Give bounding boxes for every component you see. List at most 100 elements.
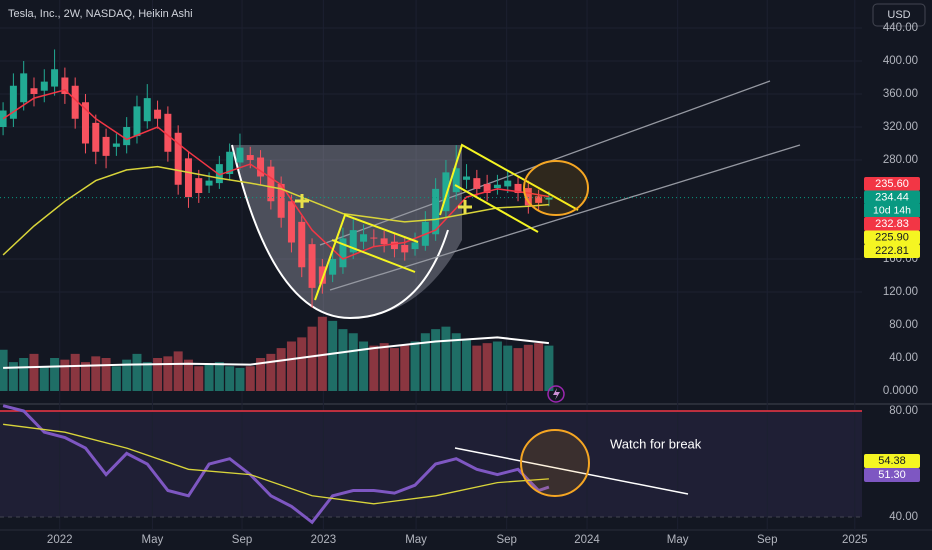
volume-bar [214, 362, 224, 391]
volume-bar [173, 351, 183, 391]
candle-body [493, 184, 501, 189]
flag-1-top [314, 213, 419, 301]
y-tick-label: 400.00 [883, 55, 918, 67]
candle-body [236, 147, 244, 163]
x-tick-label: Sep [496, 534, 516, 546]
x-tick-label: 2022 [47, 534, 73, 546]
candle-body [287, 201, 295, 243]
candle-body [123, 127, 131, 146]
volume-bar [297, 337, 307, 391]
x-tick-label: 2024 [574, 534, 600, 546]
volume-bar [369, 345, 379, 391]
cross-markers [295, 194, 472, 214]
candle-body [463, 176, 471, 180]
volume-average [3, 336, 550, 369]
event-icon[interactable] [547, 385, 565, 403]
volume-bar [472, 345, 482, 391]
candle-body [401, 244, 409, 253]
x-tick-label: May [667, 534, 689, 546]
volume-bar [420, 333, 430, 391]
volume-bar [286, 341, 296, 391]
volume-bar [276, 348, 286, 391]
x-tick-label: May [142, 534, 164, 546]
currency-button[interactable] [872, 3, 926, 27]
volume-bar [462, 339, 472, 391]
volume-bar [101, 358, 111, 391]
volume-bar [153, 358, 163, 391]
candle-body [20, 73, 28, 103]
y-tick-label: 40.00 [889, 511, 918, 523]
x-tick-label: Sep [232, 534, 252, 546]
volume-bar [256, 358, 266, 391]
candle-body [473, 178, 481, 189]
candle-body [411, 242, 419, 250]
y-tick-label: 40.00 [889, 352, 918, 364]
volume-bar [70, 353, 80, 391]
price-label: 225.90 [875, 231, 909, 243]
volume-bar [142, 362, 152, 391]
candle-body [61, 77, 69, 94]
price-label-bg [864, 230, 920, 245]
candle-body [318, 266, 326, 284]
candle-body [267, 166, 275, 202]
price-label-bg [864, 217, 920, 231]
candle-body [102, 136, 110, 156]
volume-bar [204, 364, 214, 391]
volume-bar [19, 358, 29, 391]
volume-bar [534, 343, 544, 391]
candle-body [184, 158, 192, 198]
candle-body [514, 183, 522, 193]
annotation: Watch for break [610, 436, 702, 451]
price-label: 232.83 [875, 218, 909, 230]
candle-body [360, 234, 368, 242]
volume-bar [39, 366, 49, 391]
volume-bar [544, 345, 554, 391]
price-label-bg [864, 454, 920, 468]
candle-body [524, 188, 532, 206]
candle-body [370, 237, 378, 239]
candle-body [308, 244, 316, 288]
plot [0, 49, 862, 525]
volume-bar [80, 362, 90, 391]
price-label: 222.81 [875, 245, 909, 257]
candle-body [215, 164, 223, 184]
candle-body [257, 157, 265, 177]
candle-body [133, 106, 141, 137]
flag-1-bottom [331, 239, 416, 273]
currency-label: USD [887, 9, 910, 21]
y-tick-label: 80.00 [889, 319, 918, 331]
y-tick-label: 0.0000 [883, 385, 918, 397]
volume-bar [431, 329, 441, 391]
candle-body [298, 221, 306, 268]
candle-body [483, 183, 491, 193]
volume-bar [163, 356, 173, 391]
highlight-ellipse [523, 160, 589, 216]
countdown-bg [864, 204, 920, 217]
price-label: 54.38 [878, 455, 906, 467]
volume-bar [513, 348, 523, 391]
candle-body [432, 188, 440, 235]
y-tick-label: 440.00 [883, 22, 918, 34]
volume-bar [183, 359, 193, 391]
candle-body [143, 98, 151, 122]
price-label: 235.60 [875, 178, 909, 190]
volume-bar [328, 320, 338, 391]
price-label-bg [864, 190, 920, 205]
flag-2-bottom [454, 184, 539, 233]
chart-title: Tesla, Inc., 2W, NASDAQ, Heikin Ashi [8, 8, 193, 20]
volume-bar [503, 345, 513, 391]
y-tick-label: 280.00 [883, 154, 918, 166]
volume-bar [400, 345, 410, 391]
candle-body [277, 183, 285, 218]
x-tick-label: 2023 [311, 534, 337, 546]
candle-body [205, 180, 213, 186]
rsi-ellipse [520, 429, 590, 497]
flag-patterns [314, 143, 579, 301]
volume-bar [245, 366, 255, 391]
axis-labels: 2022 May Sep 2023 May Sep 2024 May Sep 2025 440.00… [47, 22, 920, 546]
volume-bar [122, 359, 132, 391]
volume-bar [111, 366, 121, 391]
volume-bar [523, 344, 533, 391]
event-icon-bolt [553, 388, 560, 400]
